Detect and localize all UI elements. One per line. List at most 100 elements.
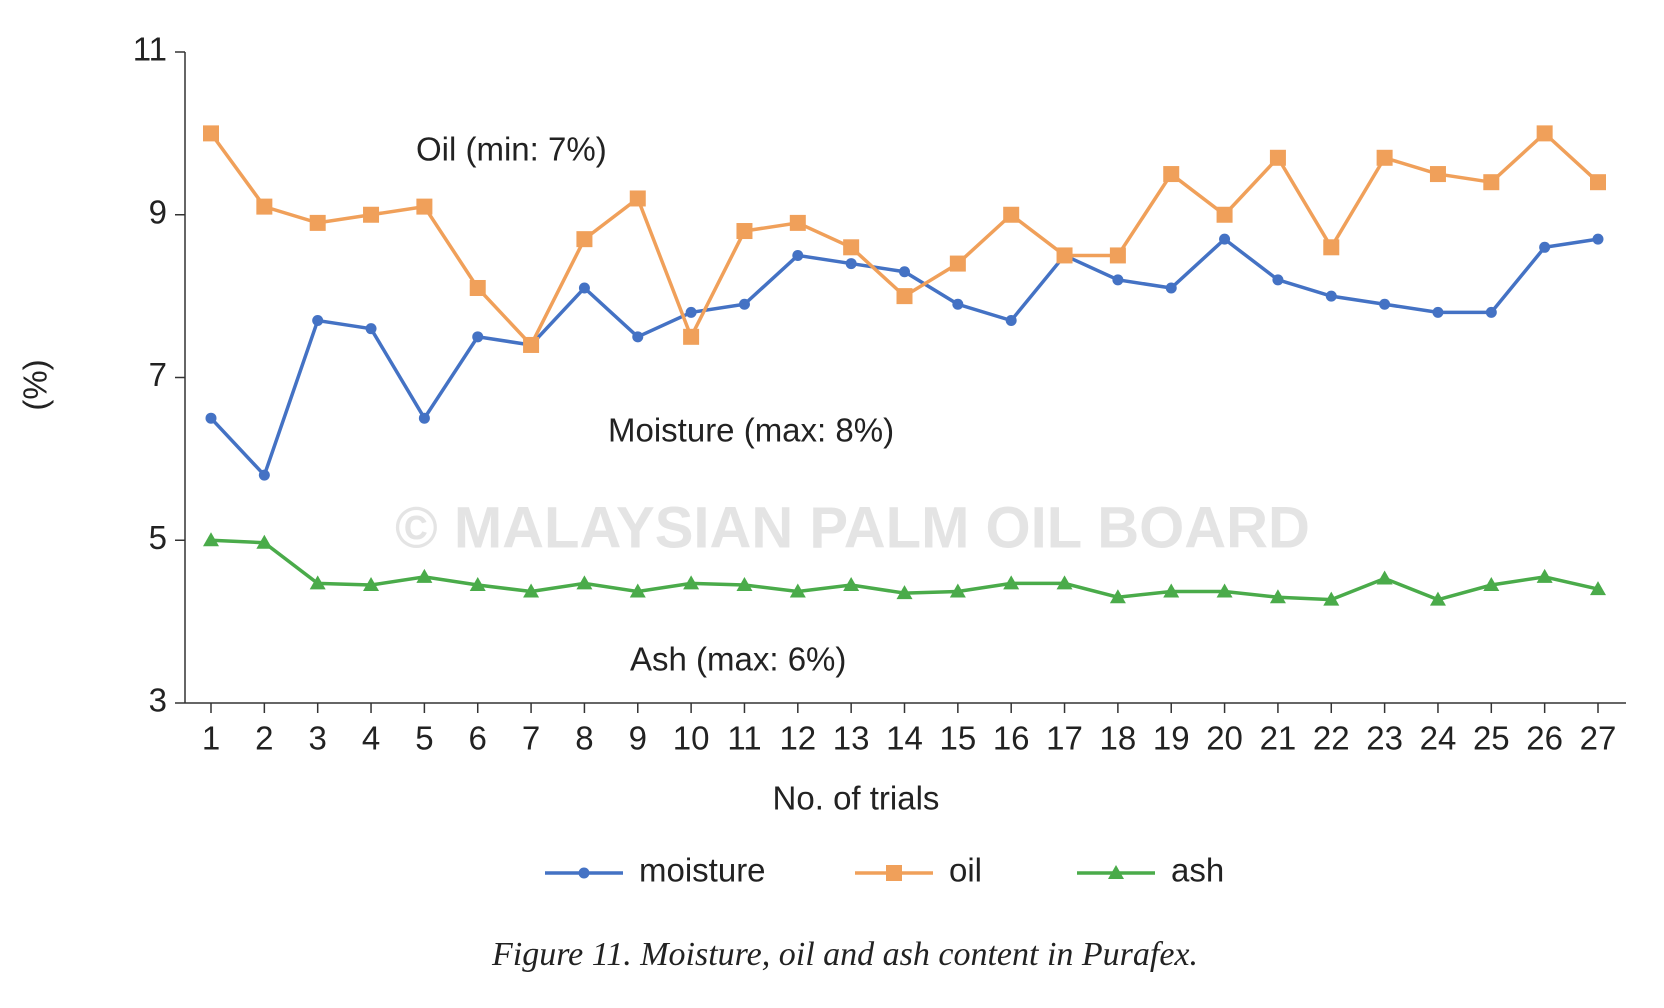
marker [736,577,753,592]
x-tick-label: 7 [522,720,540,757]
x-tick-label: 27 [1580,720,1617,757]
x-tick-label: 26 [1526,720,1563,757]
marker [1323,591,1340,606]
y-tick-label: 7 [149,356,167,393]
marker [1483,577,1500,592]
x-tick-label: 20 [1206,720,1243,757]
marker [952,298,964,310]
marker [1216,206,1233,223]
marker [1592,233,1604,245]
marker [789,583,806,598]
x-tick-label: 17 [1046,720,1083,757]
marker [1003,575,1020,590]
marker [1216,583,1233,598]
x-tick-label: 6 [469,720,487,757]
marker [1429,166,1446,183]
marker [685,306,697,318]
marker [1376,149,1393,166]
marker [416,568,433,583]
y-tick-label: 11 [133,31,167,68]
marker [1272,274,1284,286]
marker [1432,306,1444,318]
x-tick-label: 10 [673,720,710,757]
marker [792,249,804,261]
marker [1323,239,1340,256]
x-tick-label: 12 [779,720,816,757]
marker [1379,298,1391,310]
marker [365,323,377,335]
x-tick-label: 15 [939,720,976,757]
marker [683,328,700,345]
marker [736,223,753,240]
marker [256,534,273,549]
x-tick-label: 19 [1153,720,1190,757]
marker [309,214,326,231]
marker [363,206,380,223]
annotation: Oil (min: 7%) [416,131,607,168]
x-tick-label: 9 [629,720,647,757]
marker [1590,174,1606,191]
marker [632,331,644,343]
marker [896,585,913,600]
marker [203,532,219,547]
x-tick-label: 24 [1420,720,1457,757]
x-tick-label: 5 [415,720,433,757]
marker [469,279,486,296]
marker [629,190,646,207]
marker [629,583,646,598]
marker [1109,589,1126,604]
x-tick-label: 11 [727,720,761,757]
caption: Figure 11. Moisture, oil and ash content… [491,936,1198,973]
marker [843,577,860,592]
y-tick-label: 9 [149,193,167,230]
x-tick-label: 4 [362,720,380,757]
marker [1163,166,1180,183]
legend-label: moisture [639,852,766,889]
marker [738,298,750,310]
marker [203,125,219,142]
y-tick-label: 3 [149,682,167,719]
x-tick-label: 13 [833,720,870,757]
marker [789,214,806,231]
marker [1429,591,1446,606]
marker [683,575,700,590]
watermark: © MALAYSIAN PALM OIL BOARD [395,495,1310,560]
legend-label: ash [1171,852,1224,889]
marker [258,469,270,481]
legend-marker [578,867,590,879]
marker [1005,315,1017,327]
marker [1269,589,1286,604]
marker [256,198,273,215]
x-tick-label: 2 [255,720,273,757]
marker [416,198,433,215]
x-tick-label: 23 [1366,720,1403,757]
marker [1539,241,1551,253]
x-tick-label: 25 [1473,720,1510,757]
marker [309,575,326,590]
x-tick-label: 14 [886,720,923,757]
x-axis-label: No. of trials [773,780,940,817]
marker [1590,581,1606,596]
marker [469,577,486,592]
annotation: Ash (max: 6%) [630,641,846,678]
marker [896,288,913,305]
marker [523,583,540,598]
x-tick-label: 16 [993,720,1030,757]
marker [1483,174,1500,191]
marker [1056,575,1073,590]
marker [949,583,966,598]
marker [1112,274,1124,286]
marker [949,255,966,272]
marker [576,231,593,248]
x-tick-label: 21 [1260,720,1297,757]
marker [1219,233,1231,245]
x-tick-label: 3 [309,720,327,757]
marker [576,575,593,590]
marker [1056,247,1073,264]
marker [523,336,540,353]
legend-label: oil [949,852,982,889]
x-tick-label: 22 [1313,720,1350,757]
marker [843,239,860,256]
marker [1536,125,1553,142]
marker [1485,306,1497,318]
